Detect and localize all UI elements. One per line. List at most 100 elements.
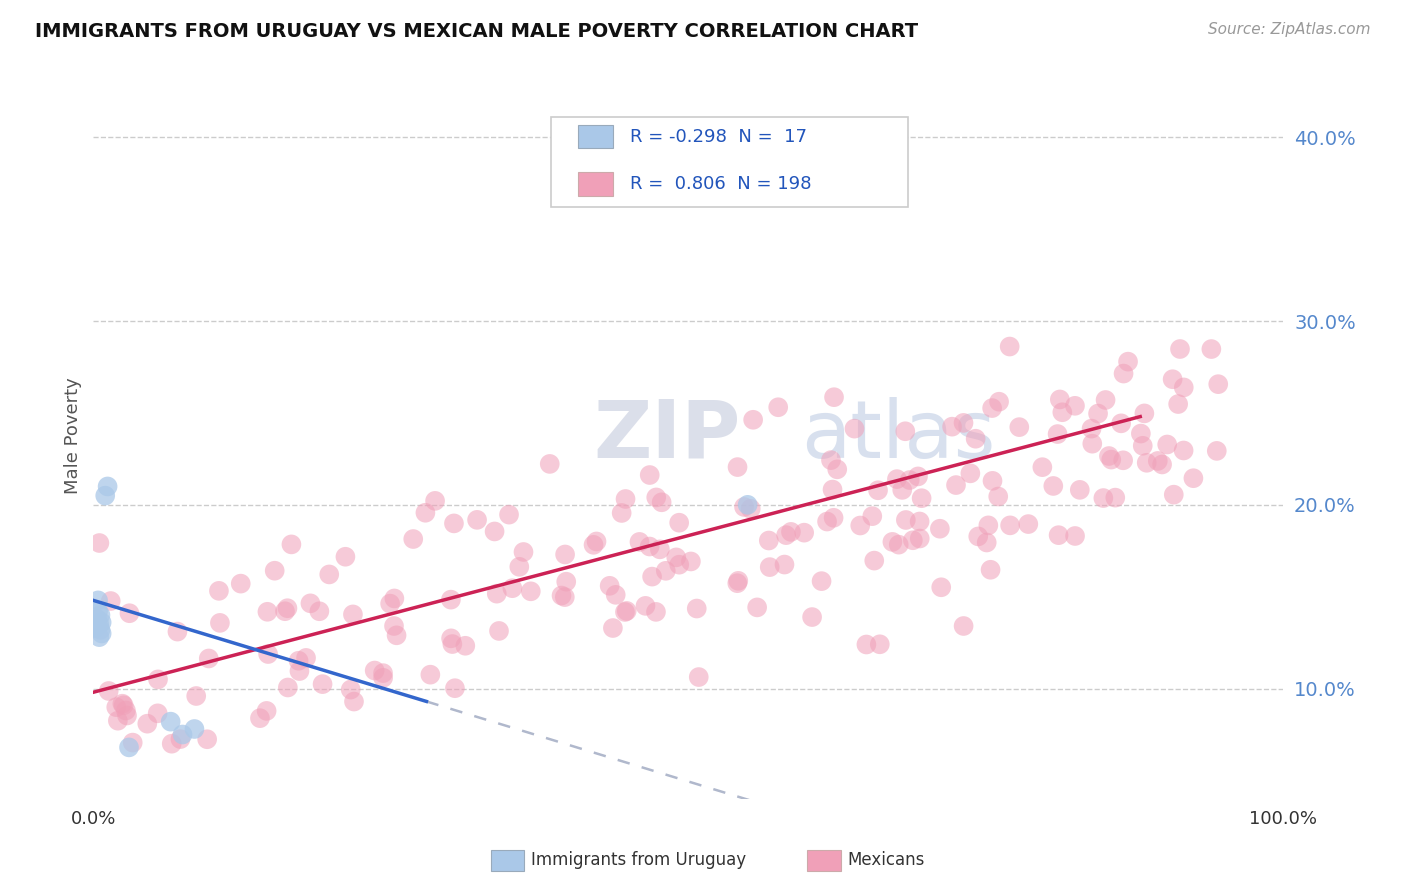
Point [498,508,520,522]
Point [465,513,488,527]
Point [166,624,188,639]
FancyBboxPatch shape [578,125,613,148]
Point [688,670,710,684]
Point [1109,417,1132,431]
Point [488,624,510,638]
Point [382,619,405,633]
Point [274,604,297,618]
Point [1112,453,1135,467]
Point [648,542,671,557]
Point [645,491,668,505]
Point [747,600,769,615]
Point [263,564,285,578]
Point [419,667,441,681]
Point [1173,380,1195,394]
Point [602,621,624,635]
Point [775,528,797,542]
Point [257,647,280,661]
FancyBboxPatch shape [578,172,613,195]
Point [378,597,401,611]
Point [894,424,917,438]
Point [335,549,357,564]
Point [363,664,385,678]
Point [725,576,748,591]
Point [423,494,446,508]
Point [1099,452,1122,467]
Point [686,601,709,615]
Point [815,515,838,529]
Point [111,697,134,711]
Point [440,592,463,607]
Point [256,605,278,619]
Point [343,694,366,708]
Point [1182,471,1205,485]
Point [197,651,219,665]
Point [508,559,530,574]
Point [402,532,425,546]
Point [585,534,607,549]
Point [87,604,110,618]
Point [276,601,298,615]
Point [443,516,465,531]
Point [599,579,621,593]
Point [484,524,506,539]
Point [727,574,749,588]
Text: IMMIGRANTS FROM URUGUAY VS MEXICAN MALE POVERTY CORRELATION CHART: IMMIGRANTS FROM URUGUAY VS MEXICAN MALE … [35,22,918,41]
Point [299,596,322,610]
Point [860,509,883,524]
Point [115,704,138,718]
Text: atlas: atlas [801,397,995,475]
Point [1080,422,1102,436]
FancyBboxPatch shape [551,117,908,207]
Point [87,593,110,607]
Point [907,469,929,483]
Point [977,518,1000,533]
Point [733,500,755,514]
Point [1064,529,1087,543]
Point [501,581,523,595]
Point [614,491,637,506]
Point [844,422,866,436]
Point [894,513,917,527]
Point [727,460,749,475]
Point [651,495,673,509]
Point [86,612,108,626]
Point [97,479,120,493]
Point [981,401,1004,415]
Point [742,413,765,427]
Point [118,606,141,620]
Point [869,637,891,651]
Point [655,564,678,578]
Point [886,472,908,486]
Point [901,533,924,548]
Text: R =  0.806  N = 198: R = 0.806 N = 198 [630,175,811,193]
Point [976,535,998,549]
Point [160,737,183,751]
Point [118,740,141,755]
Point [1064,399,1087,413]
Point [1104,491,1126,505]
Text: ZIP: ZIP [593,397,740,475]
Point [1031,460,1053,475]
Point [195,732,218,747]
Point [1132,439,1154,453]
Point [1112,367,1135,381]
Point [665,550,688,565]
Point [866,483,889,498]
Point [371,671,394,685]
Point [520,584,543,599]
Point [1049,392,1071,407]
Point [415,506,437,520]
Point [229,576,252,591]
Point [810,574,832,588]
Point [988,394,1011,409]
Point [1042,479,1064,493]
Point [146,673,169,687]
Point [280,537,302,551]
Point [582,538,605,552]
Point [382,591,405,606]
Point [638,540,661,554]
Point [554,548,576,562]
Point [887,538,910,552]
Point [941,419,963,434]
